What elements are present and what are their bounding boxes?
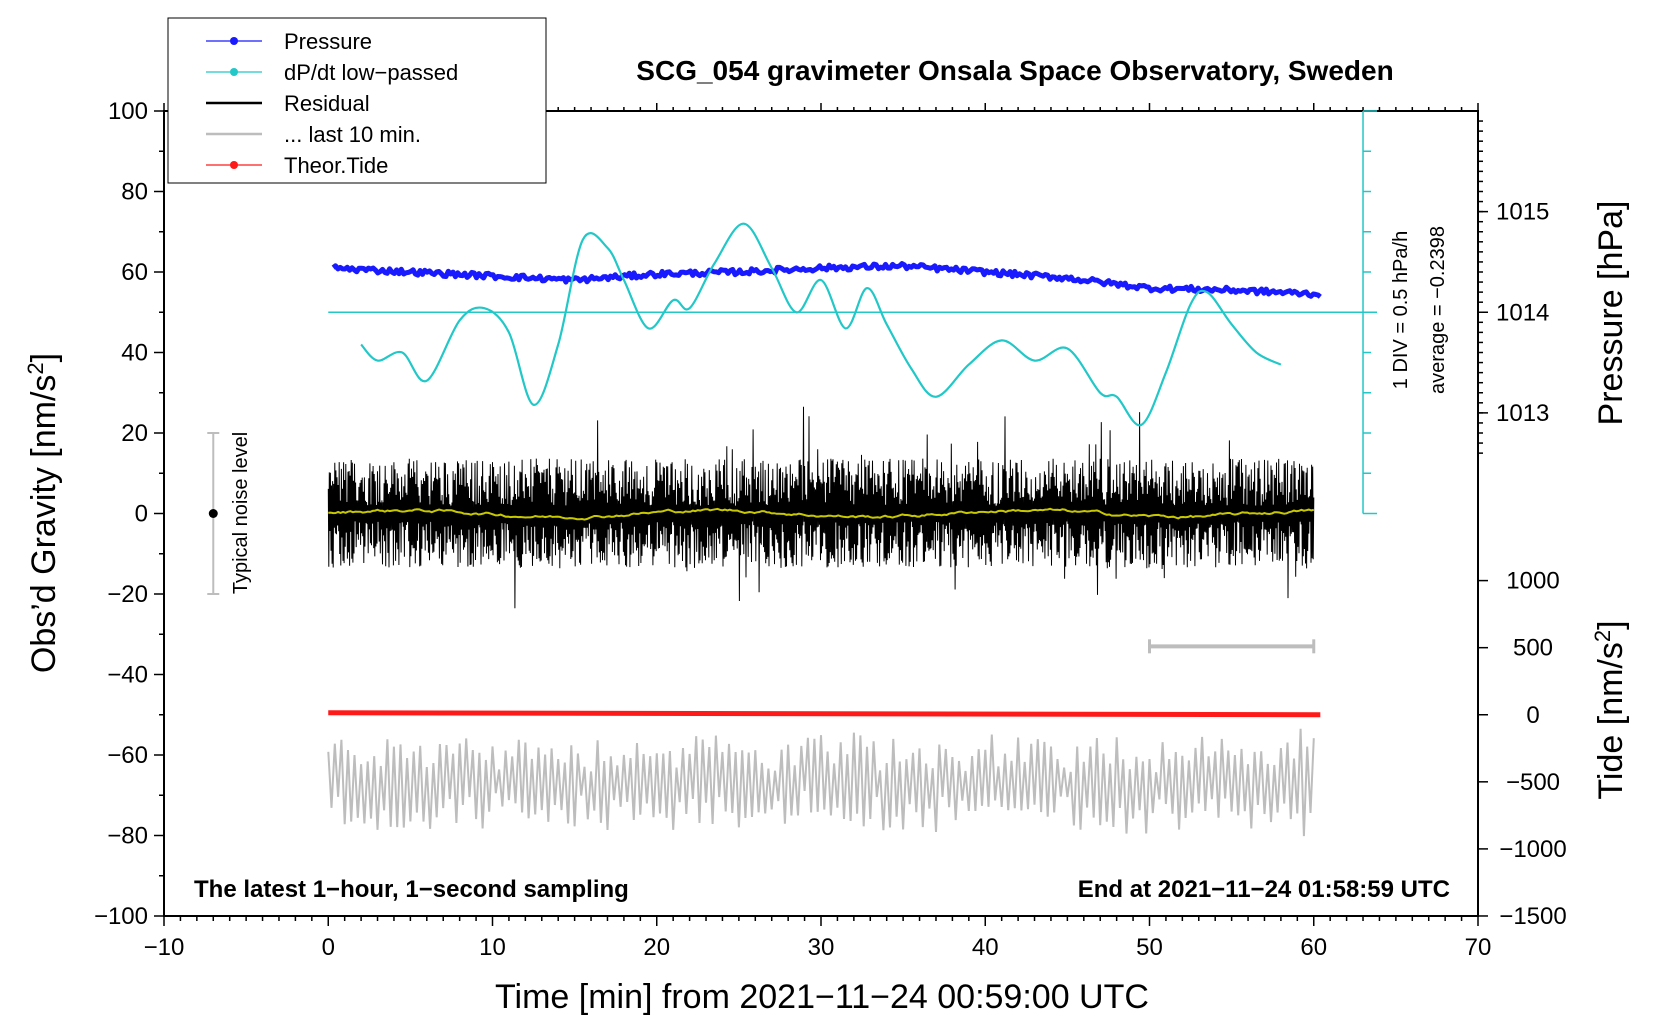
y-tick-labels: −100 −80 −60 −40 −20 0 20 40 60 80 100 xyxy=(94,98,148,930)
y-tick-label: −60 xyxy=(107,742,148,769)
x-tick-label: 0 xyxy=(322,934,335,961)
tide-tick-label: −500 xyxy=(1506,769,1560,796)
series-dpdt-low-passed xyxy=(328,110,1378,515)
pressure-tick-label: 1015 xyxy=(1496,199,1549,226)
x-tick-label: 20 xyxy=(643,934,670,961)
series-theor-tide xyxy=(328,710,1321,718)
y-tick-label: 100 xyxy=(108,98,148,125)
y-tick-label: −40 xyxy=(107,662,148,689)
x-tick-label: 50 xyxy=(1136,934,1163,961)
tide-tick-labels: 1000 500 0 −500 −1000 −1500 xyxy=(1499,568,1566,930)
legend-label: Theor.Tide xyxy=(284,153,388,178)
tide-tick-label: 1000 xyxy=(1506,568,1559,595)
y-axis-title-left-close: ] xyxy=(25,353,63,362)
theor-tide-line xyxy=(328,710,1321,718)
chart-title: SCG_054 gravimeter Onsala Space Observat… xyxy=(636,55,1393,86)
y-tick-label: 20 xyxy=(121,420,148,447)
x-tick-labels: −10 0 10 20 30 40 50 60 70 xyxy=(144,934,1492,961)
annotation-bottom-right: End at 2021−11−24 01:58:59 UTC xyxy=(1078,876,1450,903)
tide-axis-title-close: ] xyxy=(1592,620,1630,629)
y-tick-label: 80 xyxy=(121,179,148,206)
pressure-axis-title: Pressure [hPa] xyxy=(1592,201,1630,426)
legend-items: Pressure dP/dt low−passed Residual ... last… xyxy=(206,29,458,178)
legend-label: dP/dt low−passed xyxy=(284,60,458,85)
pressure-tick-label: 1014 xyxy=(1496,299,1549,326)
average-label: average = −0.2398 xyxy=(1427,226,1449,394)
y-tick-label: −80 xyxy=(107,823,148,850)
dpdt-line xyxy=(360,222,1282,427)
legend-marker xyxy=(230,37,238,45)
tide-axis-title: Tide [nm/s2] xyxy=(1590,620,1631,799)
x-tick-label: 40 xyxy=(972,934,999,961)
legend-label: Pressure xyxy=(284,29,372,54)
x-tick-label: −10 xyxy=(144,934,185,961)
residual-line xyxy=(327,406,1315,609)
tide-tick-label: 0 xyxy=(1526,702,1539,729)
y-tick-label: 0 xyxy=(135,501,148,528)
x-tick-label: 70 xyxy=(1465,934,1492,961)
pressure-line xyxy=(331,261,1322,299)
y-tick-label: −20 xyxy=(107,581,148,608)
noise-bar-dot xyxy=(208,509,218,518)
series-pressure xyxy=(331,261,1322,299)
tide-tick-label: −1500 xyxy=(1499,903,1566,930)
tide-tick-label: −1000 xyxy=(1499,836,1566,863)
legend-label: Residual xyxy=(284,91,370,116)
y-axis-title-left-sup: 2 xyxy=(23,362,48,374)
y-tick-label: 40 xyxy=(121,340,148,367)
tide-axis-title-sup: 2 xyxy=(1590,630,1615,642)
tide-axis-title-text: Tide [nm/s xyxy=(1592,642,1630,799)
series-residual-mean xyxy=(328,507,1315,521)
pressure-tick-label: 1013 xyxy=(1496,400,1549,427)
y-axis-title-left: Obs’d Gravity [nm/s2] xyxy=(23,353,64,673)
legend-marker xyxy=(230,161,238,169)
x-tick-label: 10 xyxy=(479,934,506,961)
x-tick-label: 30 xyxy=(808,934,835,961)
ddiv-label: 1 DIV = 0.5 hPa/h xyxy=(1390,231,1412,389)
annotation-markers xyxy=(207,432,1316,654)
series-residual xyxy=(327,406,1315,609)
legend-box xyxy=(167,17,547,184)
x-tick-label: 60 xyxy=(1300,934,1327,961)
y-tick-label: −100 xyxy=(94,903,148,930)
pressure-tick-labels: 1013 1014 1015 xyxy=(1496,199,1549,427)
x-axis-title: Time [min] from 2021−11−24 00:59:00 UTC xyxy=(495,978,1149,1016)
noise-level-label: Typical noise level xyxy=(230,432,252,594)
last-10-min-line xyxy=(327,728,1315,837)
series-last-10-min xyxy=(327,728,1315,837)
legend-marker xyxy=(230,68,238,76)
legend-label: ... last 10 min. xyxy=(284,122,421,147)
y-tick-label: 60 xyxy=(121,259,148,286)
annotation-bottom-left: The latest 1−hour, 1−second sampling xyxy=(194,876,629,903)
legend: Pressure dP/dt low−passed Residual ... last… xyxy=(167,17,547,184)
tide-tick-label: 500 xyxy=(1513,635,1553,662)
y-axis-title-left-text: Obs’d Gravity [nm/s xyxy=(25,375,63,674)
residual-mean-line xyxy=(328,507,1315,521)
